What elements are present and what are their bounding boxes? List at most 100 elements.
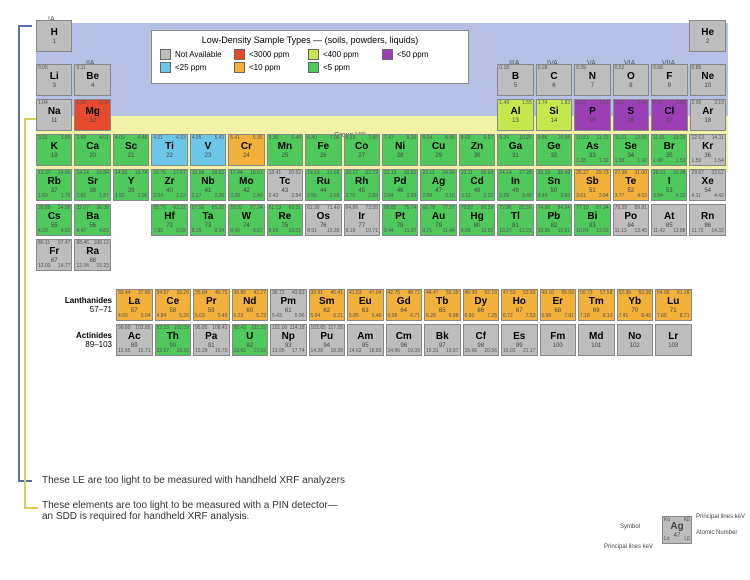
legend-item: <25 ppm bbox=[160, 62, 224, 73]
element-Cl: 2.622.81Cl17 bbox=[651, 99, 687, 131]
element-Li: 0.05Li3 bbox=[36, 64, 72, 96]
element-Es: Es9916.0221.17 bbox=[501, 324, 538, 356]
element-Ra: 88.46100.13Ra8812.3415.23 bbox=[74, 239, 110, 271]
element-Gd: 42.7548.72Gd646.066.71 bbox=[386, 289, 423, 321]
element-Dy: 45.9952.18Dy666.507.25 bbox=[463, 289, 500, 321]
element-Sb: 26.2729.73Sb513.613.84 bbox=[574, 169, 610, 201]
element-Ag: 22.1124.94Ag472.983.15 bbox=[420, 169, 456, 201]
element-At: At8511.4213.88 bbox=[651, 204, 687, 236]
legend-item: <3000 ppm bbox=[234, 49, 298, 60]
element-Mo: 17.4419.61Mo422.292.40 bbox=[228, 169, 264, 201]
element-As: 10.5311.73As331.281.32 bbox=[574, 134, 610, 166]
element-Md: Md101 bbox=[578, 324, 615, 356]
element-U: 98.43111.29U9213.6117.22 bbox=[232, 324, 269, 356]
element-Po: 79.2989.81Po8411.1313.45 bbox=[613, 204, 649, 236]
element-Tc: 18.4120.62Tc432.422.54 bbox=[267, 169, 303, 201]
element-S: 2.312.46S16 bbox=[613, 99, 649, 131]
legend-title: Low-Density Sample Types — (soils, powde… bbox=[160, 35, 460, 45]
element-K: 3.313.59K19 bbox=[36, 134, 72, 166]
element-Th: 93.33105.59Th9012.9716.20 bbox=[155, 324, 192, 356]
element-Ta: 57.5265.22Ta738.159.34 bbox=[190, 204, 226, 236]
element-Mn: 5.906.49Mn25 bbox=[267, 134, 303, 166]
element-Xe: 29.6733.62Xe544.114.42 bbox=[689, 169, 725, 201]
rare-earth-label-lanthanides: Lanthanides57–71 bbox=[36, 289, 112, 321]
element-Pu: 103.65117.15Pu9414.2818.28 bbox=[309, 324, 346, 356]
element-O: 0.52O8 bbox=[613, 64, 649, 96]
element-Re: 61.1369.31Re758.6510.01 bbox=[267, 204, 303, 236]
element-W: 59.3167.24W748.409.67 bbox=[228, 204, 264, 236]
element-La: 33.4437.80La574.655.04 bbox=[116, 289, 153, 321]
periodic-table-container: Low-Density Sample Types — (soils, powde… bbox=[36, 20, 728, 359]
element-Tl: 72.8682.56Tl8110.2712.21 bbox=[497, 204, 533, 236]
element-Se: 11.2112.50Se341.381.42 bbox=[613, 134, 649, 166]
element-Al: 1.491.55Al13 bbox=[497, 99, 533, 131]
element-key-diagram: KαKβ Ag 47 LαLβ Symbol Atomic Number Pri… bbox=[622, 502, 732, 562]
element-Tb: 44.4750.39Tb656.286.98 bbox=[424, 289, 461, 321]
element-Ga: 9.2410.26Ga31 bbox=[497, 134, 533, 166]
element-No: No102 bbox=[617, 324, 654, 356]
legend-item: <10 ppm bbox=[234, 62, 298, 73]
element-Sm: 39.9145.41Sm625.646.21 bbox=[309, 289, 346, 321]
element-F: 0.68F9 bbox=[651, 64, 687, 96]
element-Lr: Lr103 bbox=[655, 324, 692, 356]
element-Rn: Rn8611.7214.32 bbox=[689, 204, 725, 236]
element-Pd: 21.1323.82Pd462.842.99 bbox=[382, 169, 418, 201]
element-Nd: 36.8542.27Nd605.235.72 bbox=[232, 289, 269, 321]
note-pin-detector: These elements are too light to be measu… bbox=[42, 500, 338, 522]
element-Ce: 34.5739.26Ce584.845.26 bbox=[155, 289, 192, 321]
element-Pt: 66.8275.74Pt789.4411.07 bbox=[382, 204, 418, 236]
element-Hf: 55.7663.23Hf727.909.02 bbox=[151, 204, 187, 236]
legend-item: <50 ppm bbox=[382, 49, 446, 60]
element-Rh: 20.1722.72Rh452.702.83 bbox=[344, 169, 380, 201]
element-Yb: 52.3659.38Yb707.418.40 bbox=[617, 289, 654, 321]
element-Sr: 14.1415.84Sr381.811.87 bbox=[74, 169, 110, 201]
element-Pa: 95.85108.41Pa9113.2916.70 bbox=[193, 324, 230, 356]
element-H: H1 bbox=[36, 20, 72, 52]
element-Ac: 90.89102.85Ac8912.6515.71 bbox=[116, 324, 153, 356]
element-Ca: 3.694.01Ca20 bbox=[74, 134, 110, 166]
element-Cs: 30.8534.99Cs554.294.62 bbox=[36, 204, 72, 236]
element-Br: 11.9113.29Br351.481.53 bbox=[651, 134, 687, 166]
legend-item: Not Available bbox=[160, 49, 224, 60]
element-Ho: 47.5353.93Ho676.727.53 bbox=[501, 289, 538, 321]
element-Be: 0.11Be4 bbox=[74, 64, 110, 96]
element-I: 28.5132.30I533.944.22 bbox=[651, 169, 687, 201]
element-Bi: 77.1087.34Bi8310.8413.02 bbox=[574, 204, 610, 236]
legend-item: <400 ppm bbox=[308, 49, 372, 60]
element-P: 2.012.14P15 bbox=[574, 99, 610, 131]
element-Lu: 54.0661.28Lu717.658.71 bbox=[655, 289, 692, 321]
element-Te: 27.3831.00Te523.774.03 bbox=[613, 169, 649, 201]
element-Cm: Cm9614.9619.39 bbox=[386, 324, 423, 356]
element-Eu: 41.5347.04Eu635.856.46 bbox=[347, 289, 384, 321]
element-C: 0.28C6 bbox=[536, 64, 572, 96]
element-Cu: 8.048.90Cu29 bbox=[420, 134, 456, 166]
element-Fr: 86.1197.47Fr8712.0314.77 bbox=[36, 239, 72, 271]
element-Ir: 64.8973.55Ir779.1910.71 bbox=[344, 204, 380, 236]
element-Ne: 0.85Ne10 bbox=[690, 64, 726, 96]
element-Sn: 25.1928.49Sn503.443.66 bbox=[536, 169, 572, 201]
element-Zn: 8.639.57Zn30 bbox=[459, 134, 495, 166]
element-Co: 6.937.65Co27 bbox=[344, 134, 380, 166]
element-Nb: 16.5818.62Nb412.172.26 bbox=[190, 169, 226, 201]
element-Ge: 9.8810.98Ge32 bbox=[536, 134, 572, 166]
element-Ni: 7.478.26Ni28 bbox=[382, 134, 418, 166]
element-Y: 14.9316.74Y391.922.00 bbox=[113, 169, 149, 201]
legend-box: Low-Density Sample Types — (soils, powde… bbox=[151, 30, 469, 84]
element-Fe: 6.407.06Fe26 bbox=[305, 134, 341, 166]
element-Kr: 12.6314.11Kr361.591.64 bbox=[689, 134, 725, 166]
element-Am: Am9514.6218.83 bbox=[347, 324, 384, 356]
element-Cd: 23.1126.10Cd483.133.32 bbox=[459, 169, 495, 201]
element-Hg: 70.8280.26Hg809.9911.82 bbox=[459, 204, 495, 236]
element-Os: 62.9971.40Os768.9110.35 bbox=[305, 204, 341, 236]
element-Fm: Fm100 bbox=[540, 324, 577, 356]
element-He: He2 bbox=[689, 20, 725, 52]
element-Pr: 35.8440.75Pr595.035.49 bbox=[193, 289, 230, 321]
element-Ti: 4.514.93Ti22 bbox=[151, 134, 187, 166]
element-Pm: 38.7243.83Pm615.435.96 bbox=[270, 289, 307, 321]
element-Zr: 15.7517.67Zr402.042.12 bbox=[151, 169, 187, 201]
legend-item: <5 ppm bbox=[308, 62, 372, 73]
element-Bk: Bk9715.3119.97 bbox=[424, 324, 461, 356]
note-light-elements: These LE are too light to be measured wi… bbox=[42, 475, 345, 486]
element-Er: 49.1055.69Er686.957.81 bbox=[540, 289, 577, 321]
element-Na: 1.04Na11 bbox=[36, 99, 72, 131]
